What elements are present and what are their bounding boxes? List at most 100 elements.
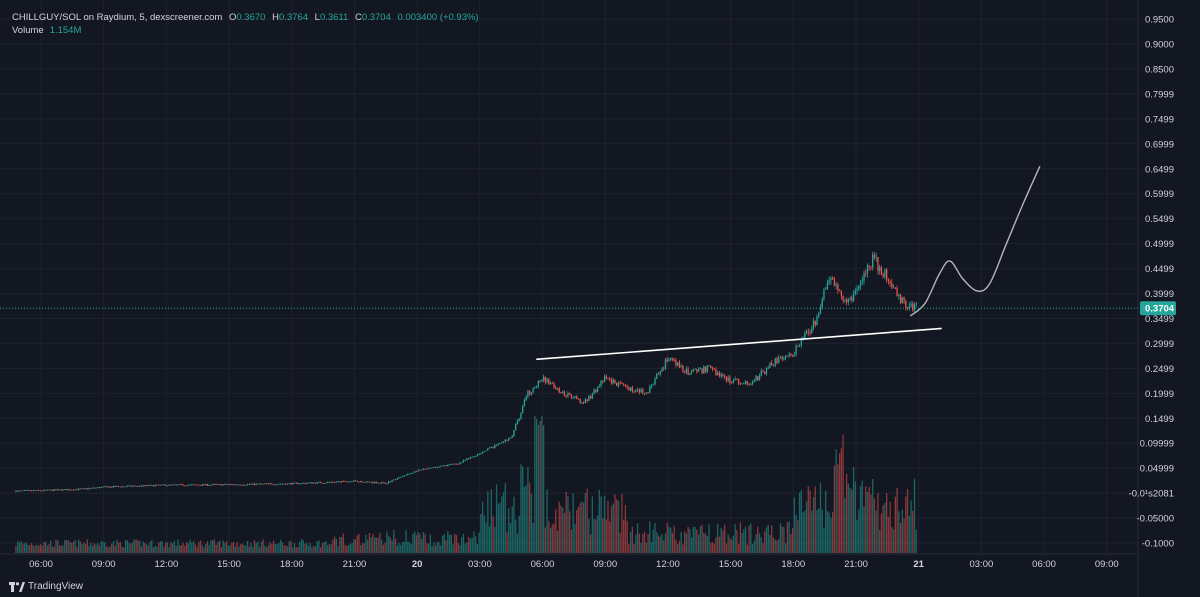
candle-body — [826, 282, 829, 289]
volume-bar — [46, 545, 48, 553]
volume-bar — [744, 526, 747, 553]
volume-bar — [391, 540, 393, 553]
candle-body — [142, 485, 144, 487]
candle-body — [544, 376, 546, 383]
volume-bar — [511, 506, 513, 553]
volume-bar — [335, 538, 338, 553]
volume-bar — [180, 545, 183, 553]
candle-body — [180, 484, 183, 486]
candle-body — [570, 394, 573, 399]
volume-bar — [83, 542, 85, 553]
candle-body — [607, 378, 609, 379]
volume-bar — [544, 527, 546, 553]
candle-body — [278, 483, 280, 485]
candle-body — [755, 375, 757, 381]
candle-body — [626, 385, 628, 388]
volume-bar — [313, 545, 315, 553]
candle-body — [62, 489, 64, 491]
volume-bar — [845, 473, 848, 553]
volume-bar — [736, 530, 738, 553]
candle-body — [492, 447, 494, 448]
candle-body — [443, 465, 445, 467]
volume-bar — [417, 532, 419, 553]
support-trendline[interactable] — [536, 327, 942, 361]
price-tick-label: 0.7499 — [1145, 114, 1174, 125]
candle-body — [394, 479, 397, 481]
candle-body — [325, 482, 327, 484]
candle-body — [267, 483, 270, 485]
volume-bar — [175, 545, 177, 553]
volume-bar — [309, 542, 311, 553]
candle-body — [649, 386, 651, 393]
volume-bar — [685, 533, 688, 553]
candle-body — [565, 395, 567, 397]
candle-body — [363, 482, 365, 483]
volume-bar — [626, 520, 628, 553]
volume-bar — [549, 527, 552, 553]
volume-bar — [386, 531, 388, 553]
volume-bar — [438, 542, 440, 553]
candle-body — [898, 294, 900, 296]
volume-bar — [137, 540, 139, 553]
volume-bar — [292, 547, 294, 553]
candle-body — [617, 382, 620, 386]
volume-bar — [266, 547, 268, 553]
volume-bar — [532, 523, 534, 553]
candle-body — [614, 379, 616, 384]
candle-body — [311, 482, 313, 484]
volume-bar — [138, 540, 141, 553]
volume-bar — [145, 543, 148, 553]
volume-bar — [913, 478, 916, 553]
volume-bar — [535, 419, 538, 553]
volume-bar — [584, 492, 587, 553]
candle-body — [692, 369, 695, 371]
candle-body — [161, 484, 163, 486]
candle-body — [915, 303, 917, 305]
volume-bar — [227, 545, 230, 553]
candle-body — [670, 358, 672, 360]
volume-bar — [790, 533, 792, 553]
candle-body — [372, 481, 374, 484]
time-tick-label: 03:00 — [969, 559, 993, 570]
candle-body — [102, 486, 104, 488]
tradingview-logo[interactable]: TradingView — [9, 581, 83, 592]
candle-body — [732, 379, 735, 384]
candle-body — [421, 469, 423, 471]
candle-body — [370, 481, 372, 483]
volume-bar — [173, 540, 176, 553]
volume-bar — [537, 424, 540, 553]
candle-body — [856, 288, 858, 291]
volume-bar — [260, 541, 263, 553]
price-tick-label: -0.1000 — [1142, 539, 1174, 550]
volume-bar — [93, 543, 95, 553]
volume-bar — [778, 539, 780, 553]
symbol-label: CHILLGUY/SOL on Raydium, 5, dexscreener.… — [12, 12, 223, 23]
volume-bar — [241, 543, 243, 553]
volume-bar — [351, 543, 353, 553]
volume-bar — [647, 533, 649, 553]
candle-body — [628, 387, 630, 391]
candle-body — [581, 402, 583, 404]
candle-body — [262, 483, 264, 485]
volume-bar — [436, 542, 439, 553]
projection-curve[interactable] — [909, 165, 1041, 317]
candle-body — [468, 458, 470, 460]
candle-body — [469, 457, 472, 459]
volume-bar — [269, 542, 271, 553]
time-tick-label: 15:00 — [217, 559, 241, 570]
volume-bar — [567, 496, 569, 553]
volume-bar — [562, 507, 564, 553]
candle-body — [126, 485, 129, 487]
candle-body — [321, 482, 324, 484]
volume-bar — [610, 506, 613, 553]
candle-body — [528, 390, 531, 395]
candle-body — [339, 481, 341, 483]
volume-bar — [677, 543, 679, 553]
candle-body — [41, 490, 43, 492]
candle-body — [222, 484, 224, 486]
volume-bar — [116, 539, 118, 553]
candle-body — [535, 386, 538, 388]
candle-body — [885, 269, 888, 280]
volume-bar — [804, 510, 806, 553]
